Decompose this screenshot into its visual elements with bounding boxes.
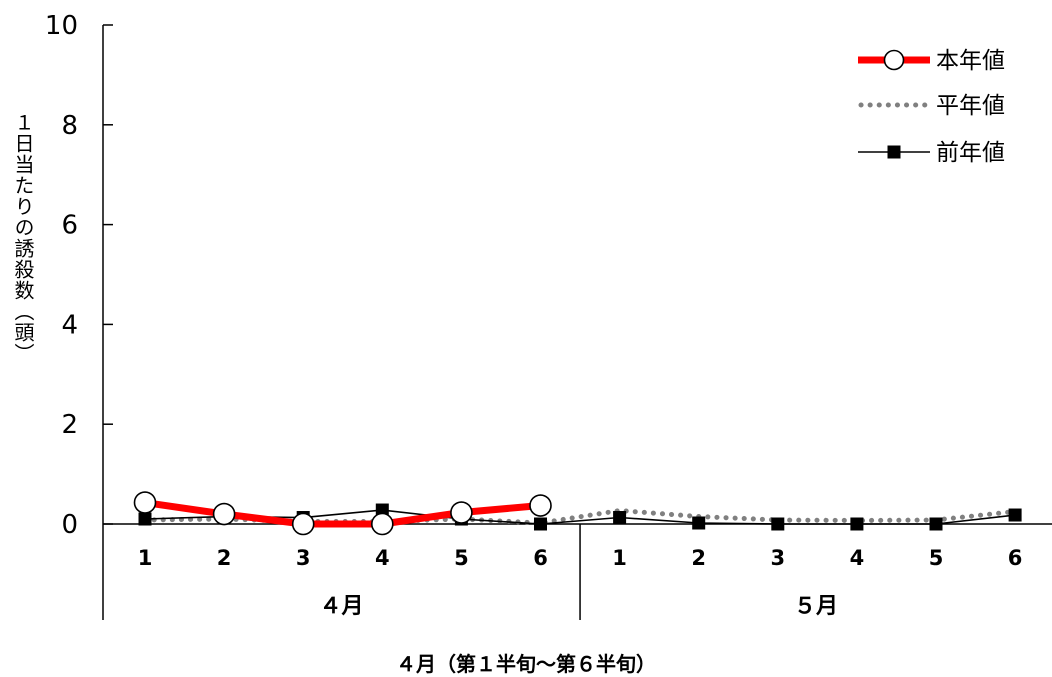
series-point-zennen [534,517,547,531]
y-tick-label: 0 [61,510,78,540]
x-tick-label: 2 [217,546,232,570]
series-point-zennen [692,516,706,530]
x-tick-label: 5 [454,546,469,570]
x-tick-label: 2 [691,546,706,570]
x-tick-label: 3 [296,546,311,570]
legend-label-heinen: 平年値 [936,93,1005,119]
x-tick-label: 6 [533,546,548,570]
series-point-zennen [929,517,943,531]
series-point-honnen [291,512,315,536]
series-point-zennen [850,517,864,531]
series-point-honnen [133,491,157,514]
x-axis-title: ４月（第１半旬～第６半旬） [396,652,656,676]
y-axis-title: １日当たりの誘殺数（頭） [11,112,35,364]
series-line-zennen [144,509,1016,525]
x-tick-label: 3 [770,546,785,570]
y-tick-label: 2 [61,410,78,440]
x-group-label: ５月 [794,594,838,619]
y-tick-label: 6 [61,211,78,241]
series-point-zennen [1008,508,1022,522]
series-point-zennen [613,511,627,525]
x-tick-label: 5 [929,546,944,570]
series-point-zennen [138,512,152,526]
x-tick-label: 4 [850,546,865,570]
series-point-honnen [212,502,236,526]
y-tick-label: 10 [45,11,78,41]
legend-marker-honnen [883,49,905,71]
series-point-honnen [529,494,552,517]
x-tick-label: 4 [375,546,390,570]
y-tick-label: 4 [61,310,78,340]
x-tick-label: 1 [138,546,153,570]
series-point-honnen [370,512,394,536]
legend-label-zennen: 前年値 [936,140,1005,166]
x-tick-label: 1 [612,546,627,570]
y-tick-label: 8 [61,111,78,141]
legend-label-honnen: 本年値 [936,48,1005,74]
x-tick-label: 6 [1008,546,1023,570]
series-point-honnen [450,501,473,524]
legend-marker-zennen [887,145,901,159]
series-layer [133,491,1022,536]
series-point-zennen [771,517,785,531]
x-group-label: ４月 [320,594,364,619]
series-line-honnen [144,499,541,528]
